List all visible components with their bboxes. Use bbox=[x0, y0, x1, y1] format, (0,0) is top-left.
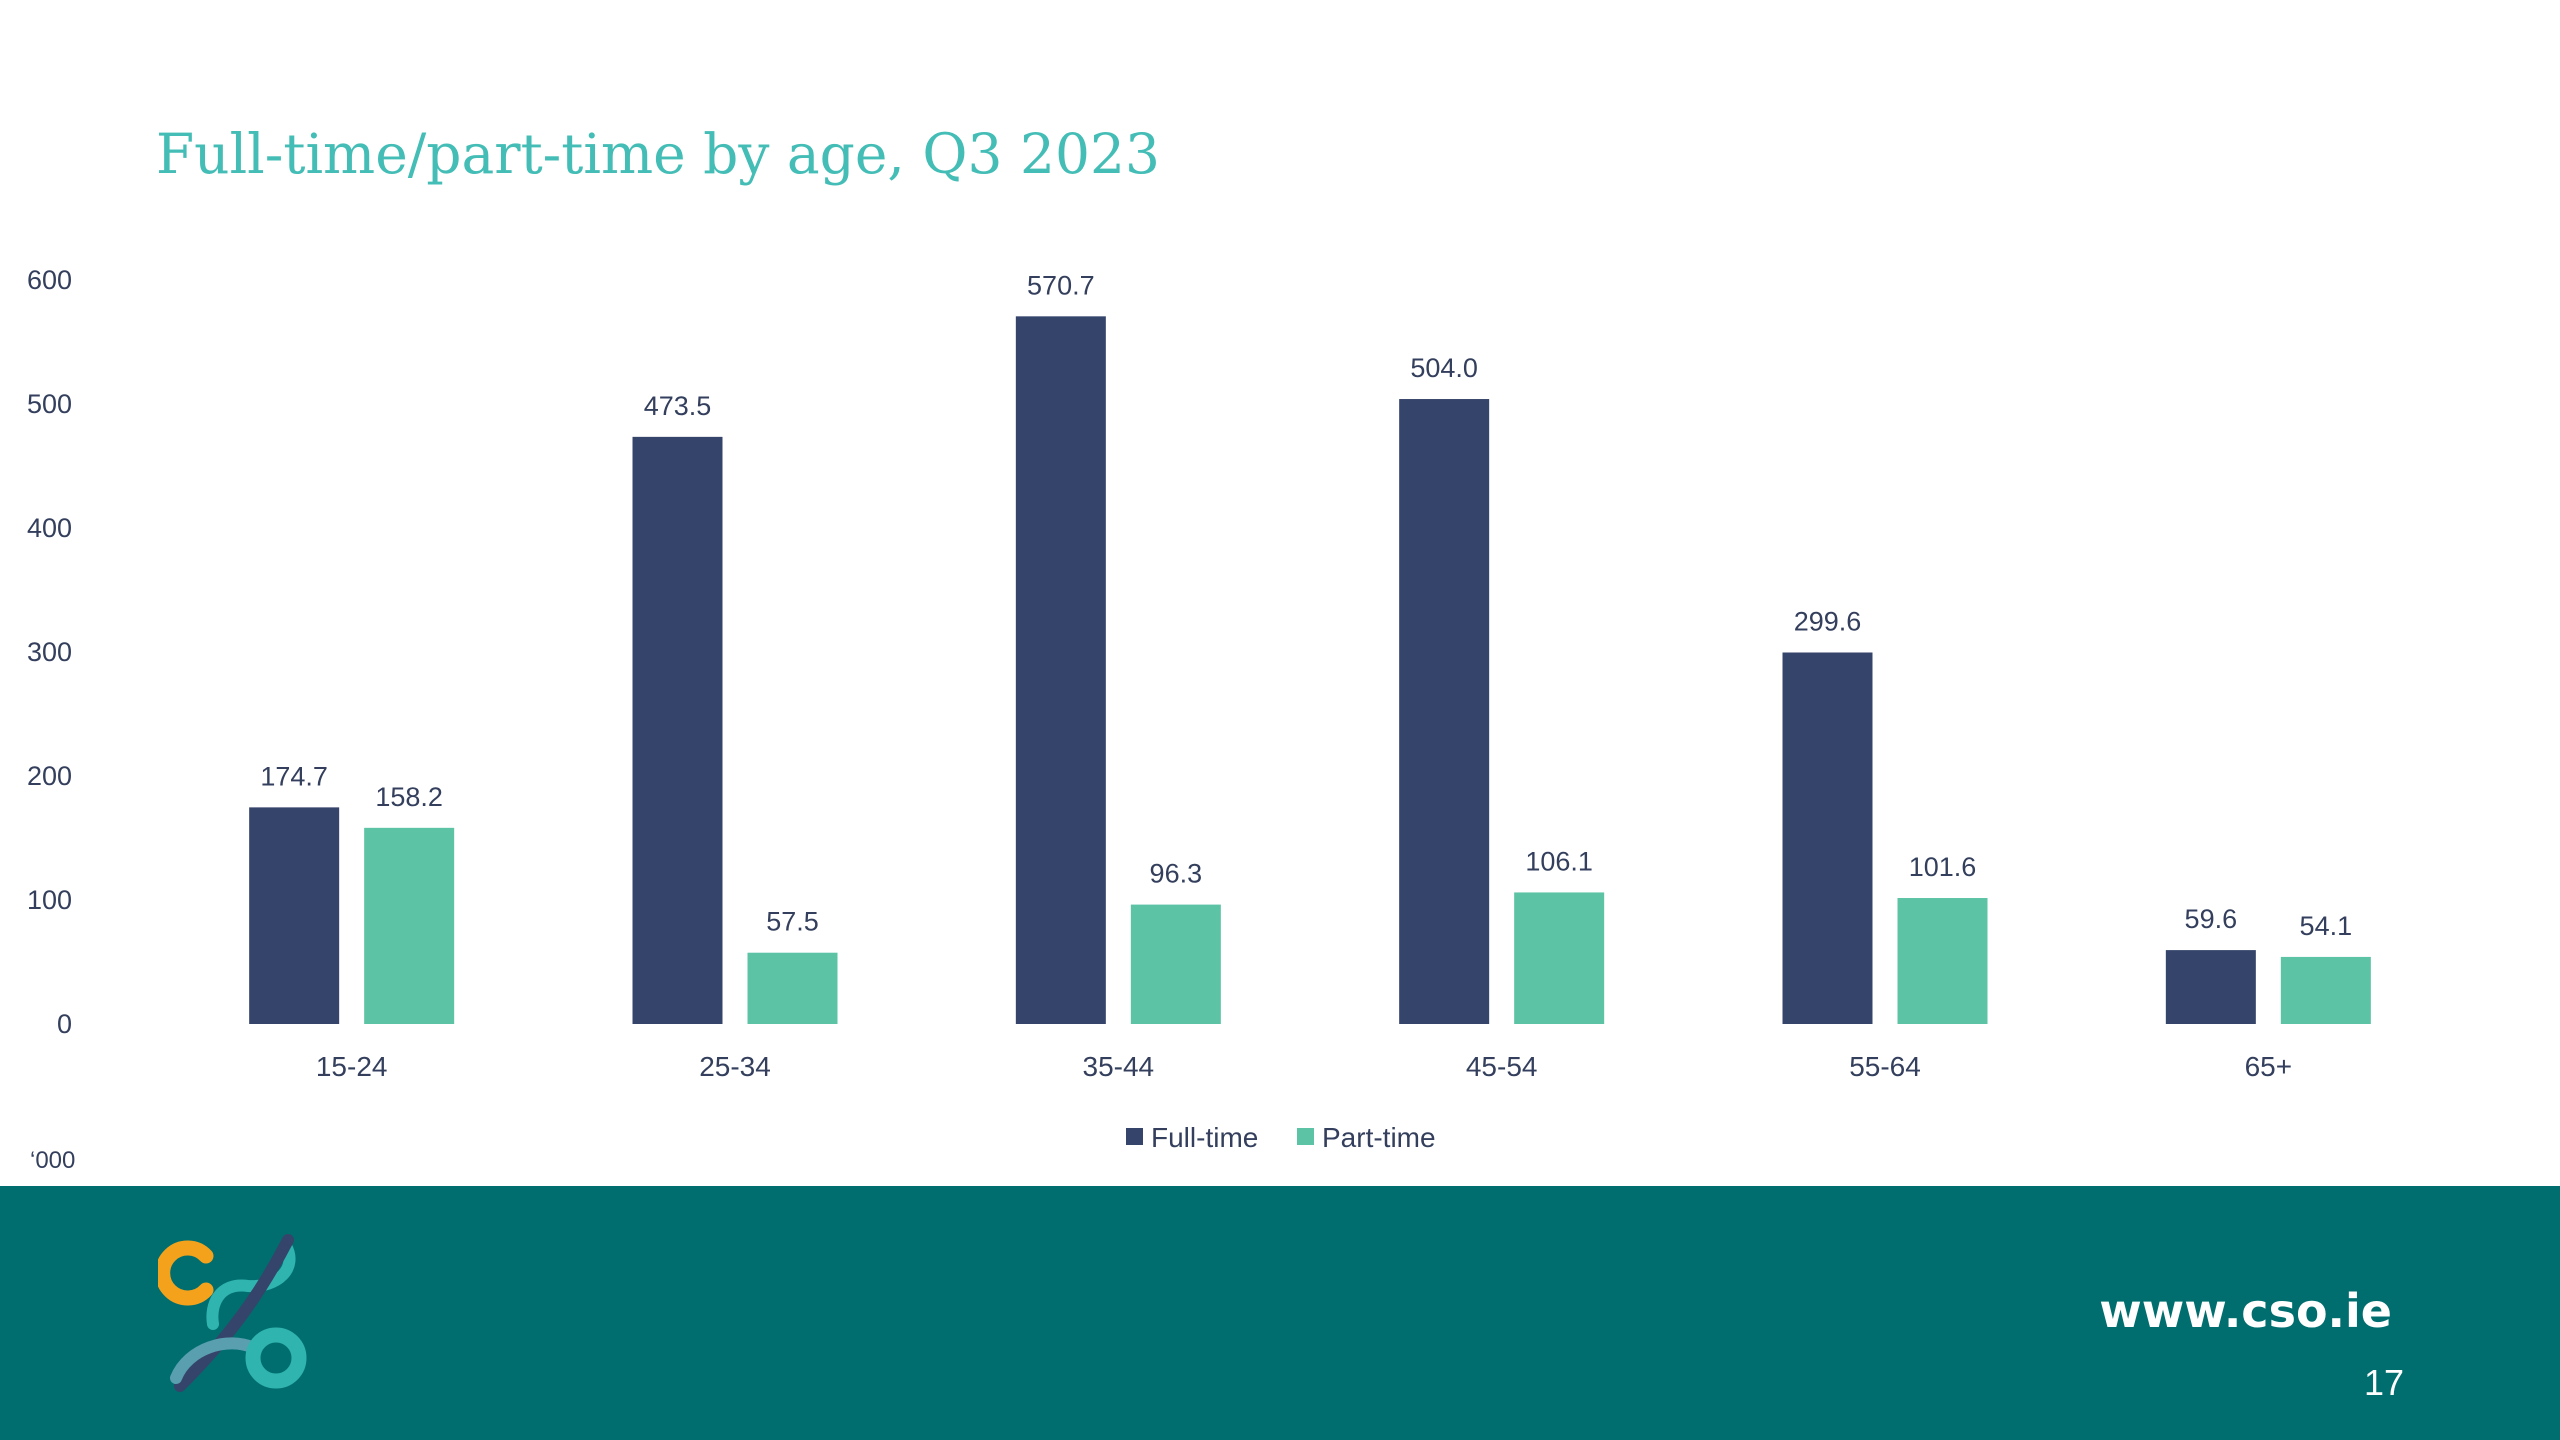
legend: Full-time Part-time bbox=[1126, 1122, 1436, 1153]
part-time-bar bbox=[747, 952, 838, 1024]
y-axis: 0 100 200 300 400 500 600 bbox=[27, 265, 72, 1039]
data-label: 57.5 bbox=[766, 907, 819, 937]
x-tick-label: 55-64 bbox=[1849, 1051, 1921, 1082]
data-label: 174.7 bbox=[260, 761, 328, 791]
website-url[interactable]: www.cso.ie bbox=[2099, 1284, 2392, 1338]
part-time-bar bbox=[1897, 898, 1988, 1024]
full-time-bar bbox=[1782, 652, 1873, 1024]
legend-full-time: Full-time bbox=[1126, 1122, 1258, 1153]
page-number: 17 bbox=[2363, 1362, 2404, 1403]
data-label: 158.2 bbox=[375, 782, 443, 812]
y-tick-label: 400 bbox=[27, 513, 72, 543]
x-tick-label: 25-34 bbox=[699, 1051, 771, 1082]
x-axis: 15-24 25-34 35-44 45-54 55-64 65+ bbox=[316, 1051, 2292, 1082]
bars: 174.7 158.2 473.5 57.5 570.7 96.3 504.0 106.1 29… bbox=[249, 270, 2371, 1024]
y-tick-label: 0 bbox=[57, 1009, 72, 1039]
data-label: 54.1 bbox=[2300, 911, 2353, 941]
y-tick-label: 300 bbox=[27, 637, 72, 667]
part-time-bar bbox=[364, 827, 455, 1024]
legend-label: Part-time bbox=[1322, 1122, 1436, 1153]
unit-label: ‘000 bbox=[30, 1147, 75, 1174]
full-time-bar bbox=[2165, 950, 2256, 1024]
part-time-bar bbox=[2280, 956, 2371, 1024]
data-label: 96.3 bbox=[1150, 859, 1203, 889]
data-label: 299.6 bbox=[1794, 606, 1862, 636]
part-time-bar bbox=[1514, 892, 1605, 1024]
data-label: 106.1 bbox=[1525, 846, 1593, 876]
y-tick-label: 100 bbox=[27, 885, 72, 915]
legend-label: Full-time bbox=[1151, 1122, 1258, 1153]
y-tick-label: 200 bbox=[27, 761, 72, 791]
chart-title: Full-time/part-time by age, Q3 2023 bbox=[156, 122, 1160, 186]
data-label: 59.6 bbox=[2185, 904, 2238, 934]
x-tick-label: 65+ bbox=[2245, 1051, 2293, 1082]
x-tick-label: 35-44 bbox=[1083, 1051, 1155, 1082]
legend-part-time: Part-time bbox=[1297, 1122, 1436, 1153]
part-time-bar bbox=[1130, 904, 1221, 1024]
footer-bar: www.cso.ie 17 bbox=[0, 1186, 2560, 1440]
legend-swatch bbox=[1126, 1128, 1143, 1145]
data-label: 570.7 bbox=[1027, 270, 1095, 300]
bar-chart: 0 100 200 300 400 500 600 174.7 158.2 473.5 57.5 5… bbox=[27, 265, 2371, 1174]
full-time-bar bbox=[249, 807, 340, 1024]
y-tick-label: 500 bbox=[27, 389, 72, 419]
full-time-bar bbox=[632, 436, 723, 1024]
full-time-bar bbox=[1399, 399, 1490, 1024]
data-label: 473.5 bbox=[644, 391, 712, 421]
x-tick-label: 45-54 bbox=[1466, 1051, 1538, 1082]
data-label: 504.0 bbox=[1410, 353, 1478, 383]
legend-swatch bbox=[1297, 1128, 1314, 1145]
y-tick-label: 600 bbox=[27, 265, 72, 295]
cso-logo-icon bbox=[155, 1228, 318, 1405]
x-tick-label: 15-24 bbox=[316, 1051, 388, 1082]
full-time-bar bbox=[1015, 316, 1106, 1024]
data-label: 101.6 bbox=[1909, 852, 1977, 882]
